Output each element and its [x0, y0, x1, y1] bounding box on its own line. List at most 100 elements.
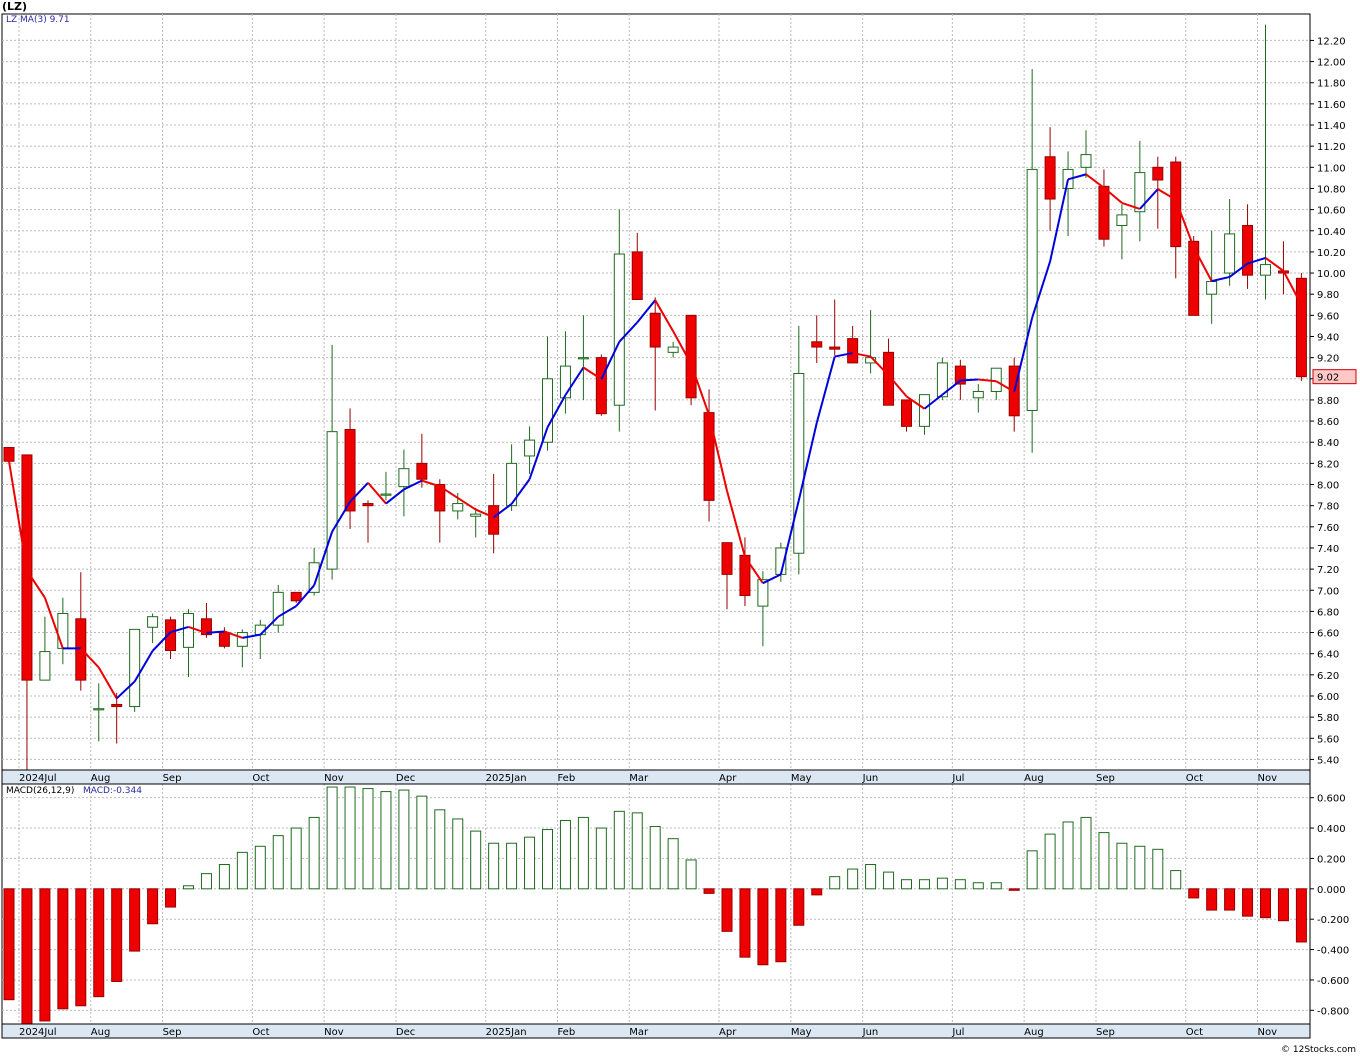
- macd-bar-negative: [39, 888, 51, 1022]
- macd-bar-positive: [918, 879, 930, 890]
- ma-segment: [151, 631, 172, 652]
- candle-down: [649, 312, 661, 348]
- macd-bar-positive: [954, 879, 966, 890]
- candle-up: [1026, 168, 1038, 412]
- price-tick-label: 6.00: [1317, 692, 1339, 703]
- candle-up: [918, 394, 930, 427]
- price-tick-label: 10.40: [1317, 227, 1346, 238]
- price-panel-frame: [1, 13, 1311, 771]
- macd-bar-negative: [1224, 888, 1236, 911]
- price-tick-label: 9.20: [1317, 354, 1339, 365]
- candle-down: [954, 365, 966, 385]
- macd-bar-positive: [470, 830, 482, 890]
- macd-value: MACD:-0.344: [82, 786, 142, 796]
- ma-segment: [636, 299, 656, 324]
- macd-bar-positive: [200, 873, 212, 890]
- macd-bar-positive: [1080, 816, 1092, 890]
- candle-down: [1044, 156, 1056, 200]
- ma-segment: [995, 380, 1015, 393]
- last-price-badge: [1312, 369, 1357, 385]
- ma-segment: [1264, 257, 1285, 272]
- price-tick-label: 10.60: [1317, 206, 1346, 217]
- ma-segment: [367, 482, 387, 505]
- candle-down: [811, 341, 823, 348]
- macd-bar-negative: [147, 888, 159, 925]
- price-tick-label: 8.00: [1317, 481, 1339, 492]
- ma-segment: [960, 378, 979, 382]
- price-tick-label: 9.80: [1317, 290, 1339, 301]
- ma-segment: [510, 478, 531, 505]
- macd-bar-negative: [775, 888, 787, 963]
- month-label-macd: Aug: [91, 1027, 111, 1038]
- candle-down: [1188, 240, 1200, 316]
- macd-bar-positive: [559, 819, 571, 890]
- price-tick-label: 10.00: [1317, 269, 1346, 280]
- macd-bar-negative: [1295, 888, 1307, 943]
- ma-segment: [905, 395, 926, 410]
- macd-bar-positive: [865, 864, 877, 890]
- macd-bar-positive: [972, 882, 984, 890]
- ma-segment: [672, 330, 692, 365]
- candle-up: [272, 591, 284, 626]
- ma-segment: [528, 427, 549, 480]
- ma-segment: [133, 650, 154, 683]
- candle-up: [972, 390, 984, 399]
- month-label: 2025Jan: [486, 773, 527, 784]
- ma-segment: [708, 414, 728, 492]
- price-tick-label: 9.60: [1317, 311, 1339, 322]
- macd-bar-negative: [21, 888, 33, 1025]
- month-label-macd: Oct: [252, 1027, 269, 1038]
- macd-bar-negative: [1260, 888, 1271, 919]
- candle-up: [308, 562, 320, 593]
- ma-segment: [1085, 173, 1105, 189]
- month-label: 2024Jul: [19, 773, 57, 784]
- macd-bar-positive: [1026, 850, 1038, 890]
- macd-bar-positive: [488, 842, 500, 890]
- ma-segment: [1229, 262, 1249, 278]
- candle-down: [111, 703, 123, 708]
- ma-segment: [923, 393, 944, 410]
- ma-segment: [1031, 261, 1052, 319]
- price-tick-label: 11.40: [1317, 121, 1346, 132]
- macd-bar-positive: [990, 882, 1002, 890]
- last-price-label: 9.02: [1317, 373, 1339, 384]
- price-tick-label: 8.40: [1317, 438, 1339, 449]
- candle-up: [129, 628, 141, 708]
- ma-segment: [600, 341, 621, 380]
- macd-bar-positive: [1116, 842, 1128, 890]
- macd-bar-negative: [1008, 888, 1020, 891]
- ma-segment: [852, 352, 871, 358]
- month-label: Aug: [1024, 773, 1044, 784]
- ma-segment: [43, 597, 64, 649]
- month-label: Sep: [163, 773, 182, 784]
- macd-bar-positive: [362, 788, 374, 890]
- macd-tick-label: -0.400: [1317, 946, 1349, 957]
- macd-bar-positive: [1134, 845, 1146, 890]
- macd-bar-positive: [183, 885, 194, 890]
- macd-panel-frame: [1, 783, 1311, 1025]
- candle-up: [1260, 264, 1271, 276]
- ma-segment: [349, 482, 369, 503]
- candle-down: [3, 447, 15, 462]
- ma-segment: [815, 356, 836, 424]
- macd-bar-positive: [308, 816, 320, 890]
- ma-segment: [80, 647, 100, 669]
- candle-up: [1224, 233, 1236, 274]
- price-tick-label: 5.40: [1317, 755, 1339, 766]
- price-tick-label: 10.20: [1317, 248, 1346, 259]
- candle-up: [613, 253, 625, 406]
- ma-segment: [941, 379, 961, 396]
- month-label-macd: Jun: [862, 1027, 879, 1038]
- candle-down: [416, 462, 428, 480]
- price-tick-label: 9.40: [1317, 332, 1339, 343]
- macd-tick-label: -0.600: [1317, 976, 1349, 987]
- macd-bar-negative: [1277, 888, 1289, 922]
- macd-legend: MACD(26,12,9) MACD:-0.344: [6, 786, 142, 796]
- macd-bars-layer: [3, 786, 1307, 1025]
- ma-segment: [295, 584, 315, 607]
- candle-down: [1295, 277, 1307, 378]
- ma-segment: [797, 422, 818, 501]
- macd-bar-negative: [57, 888, 69, 1010]
- price-tick-label: 7.00: [1317, 586, 1339, 597]
- macd-bar-positive: [434, 809, 446, 890]
